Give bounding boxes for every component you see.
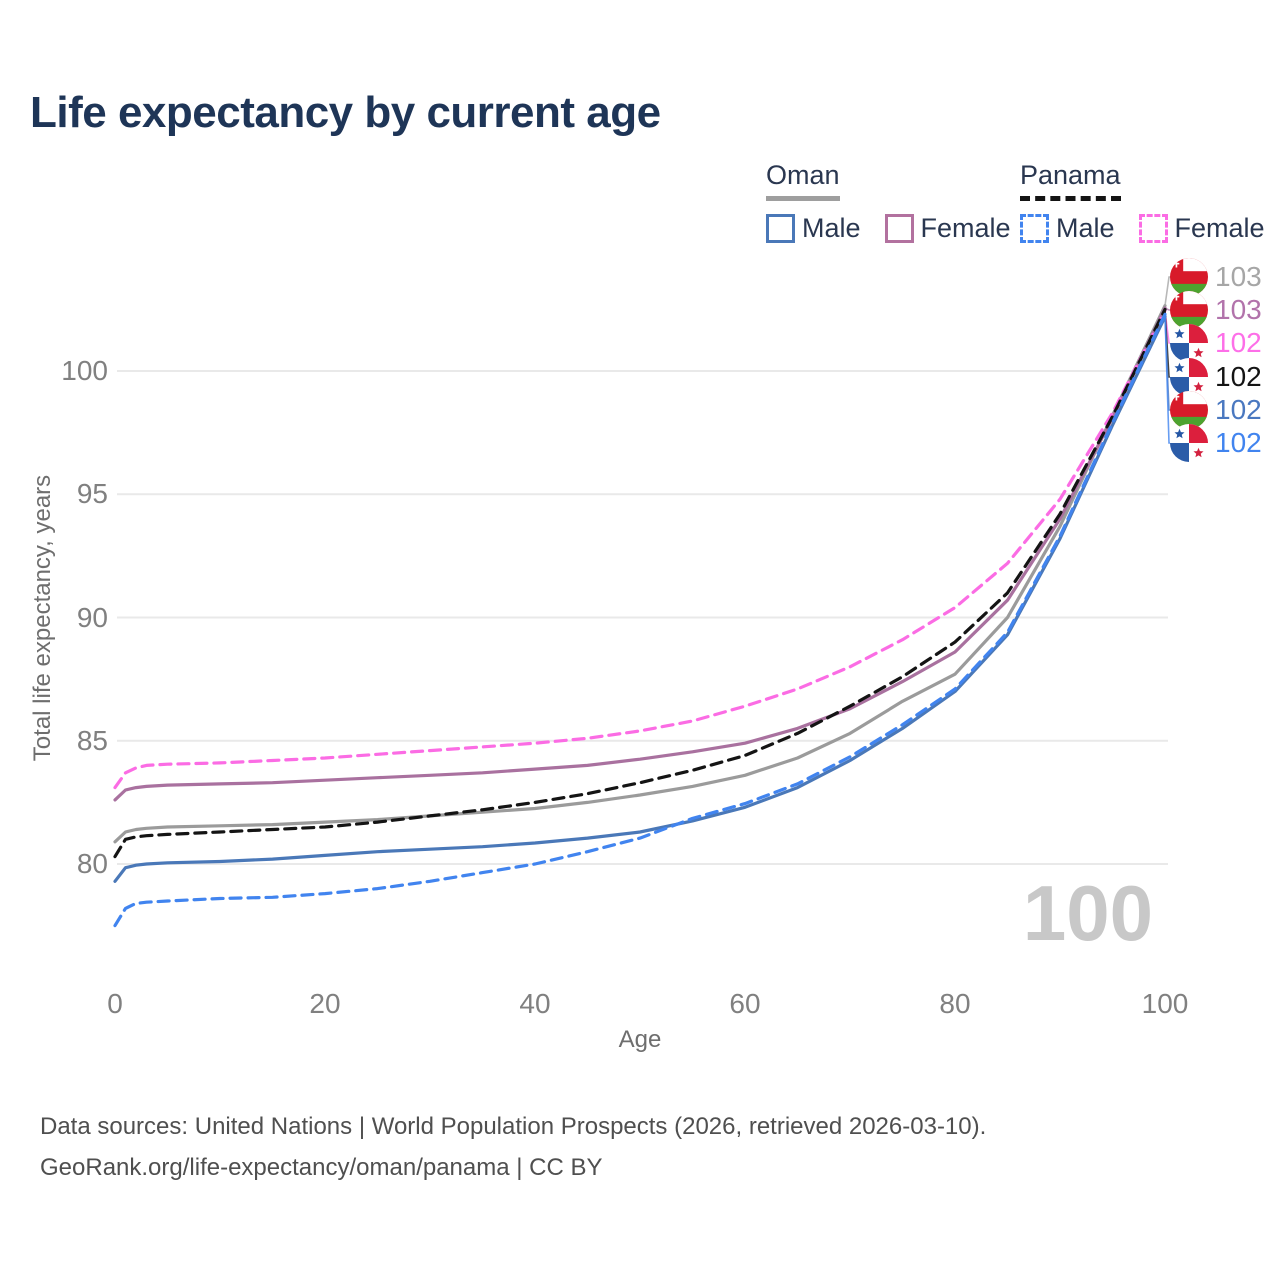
end-label-panama-male: 102	[1170, 424, 1262, 462]
x-tick-label-20: 20	[309, 988, 341, 1019]
legend-country-label: Panama	[1020, 160, 1121, 190]
oman-line-style-swatch	[766, 196, 840, 201]
end-label-oman-male: 102	[1170, 391, 1262, 429]
panama-female-swatch	[1138, 214, 1168, 243]
panama-line-style-swatch	[1020, 196, 1121, 201]
y-tick-label-85: 85	[76, 724, 108, 756]
legend-item-panama-male[interactable]: Male	[1020, 213, 1115, 244]
oman-female-swatch	[884, 214, 914, 243]
end-label-oman-all: 103	[1170, 258, 1262, 296]
legend-item-oman-female[interactable]: Female	[884, 213, 1011, 244]
oman-flag-icon	[1170, 291, 1208, 329]
series-line-oman-all[interactable]	[113, 304, 1167, 844]
series-line-panama-female[interactable]	[113, 309, 1167, 790]
x-tick-label-0: 0	[107, 988, 123, 1019]
end-label-value: 102	[1215, 427, 1262, 458]
legend-item-label: Male	[1056, 213, 1115, 243]
footer: Data sources: United Nations | World Pop…	[40, 1106, 986, 1188]
end-label-value: 102	[1215, 361, 1262, 392]
panama-flag-icon	[1170, 358, 1208, 396]
legend-item-panama-female[interactable]: Female	[1138, 213, 1265, 244]
x-axis-title: Age	[618, 1026, 662, 1053]
end-label-value: 103	[1215, 261, 1262, 292]
legend-item-oman-male[interactable]: Male	[766, 213, 861, 244]
panama-male-swatch	[1020, 214, 1049, 243]
end-label-value: 103	[1215, 294, 1262, 325]
series-line-oman-male[interactable]	[113, 315, 1167, 883]
legend-country-oman[interactable]: Oman	[766, 160, 840, 201]
y-tick-label-100: 100	[61, 355, 108, 386]
legend-item-label: Female	[1174, 213, 1265, 243]
series-line-oman-female[interactable]	[113, 306, 1167, 802]
x-tick-label-60: 60	[729, 988, 761, 1019]
panama-flag-icon	[1170, 324, 1208, 362]
x-tick-label-100: 100	[1141, 988, 1189, 1019]
series-line-panama-all[interactable]	[113, 307, 1167, 859]
watermark-age-100: 100	[1022, 869, 1154, 957]
end-label-oman-female: 103	[1170, 291, 1262, 329]
footer-data-sources: Data sources: United Nations | World Pop…	[40, 1113, 987, 1140]
legend-group-panama: Panama Male Female	[1020, 160, 1265, 244]
x-tick-label-40: 40	[519, 988, 551, 1019]
oman-male-swatch	[766, 214, 795, 243]
legend-group-oman: Oman Male Female	[766, 160, 1011, 244]
end-label-value: 102	[1215, 394, 1262, 425]
end-label-panama-all: 102	[1170, 358, 1262, 396]
y-tick-label-90: 90	[76, 601, 108, 633]
end-label-panama-female: 102	[1170, 324, 1262, 362]
legend-country-panama[interactable]: Panama	[1020, 160, 1121, 201]
chart-title: Life expectancy by current age	[30, 88, 661, 137]
legend-item-label: Female	[920, 213, 1011, 243]
legend-country-label: Oman	[766, 160, 840, 190]
footer-attribution-url: GeoRank.org/life-expectancy/oman/panama …	[40, 1154, 603, 1181]
legend-item-label: Male	[802, 213, 861, 243]
x-tick-label-80: 80	[939, 988, 971, 1019]
panama-flag-icon	[1170, 424, 1208, 462]
y-axis-title: Total life expectancy, years	[29, 474, 56, 762]
series-line-panama-male[interactable]	[113, 312, 1167, 928]
y-tick-label-80: 80	[76, 848, 108, 879]
oman-flag-icon	[1170, 258, 1208, 296]
end-label-value: 102	[1215, 327, 1262, 358]
oman-flag-icon	[1170, 391, 1208, 429]
y-tick-label-95: 95	[76, 478, 108, 510]
